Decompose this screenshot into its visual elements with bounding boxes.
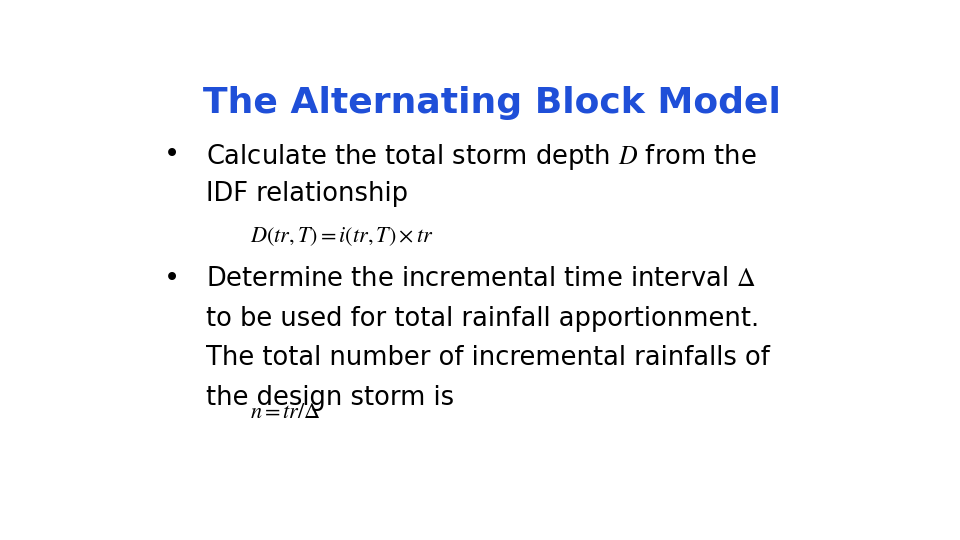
Text: •: • <box>163 141 180 168</box>
Text: Calculate the total storm depth $D$ from the: Calculate the total storm depth $D$ from… <box>205 141 756 172</box>
Text: $D(tr, T) = i(tr, T) \times tr$: $D(tr, T) = i(tr, T) \times tr$ <box>251 225 434 247</box>
Text: to be used for total rainfall apportionment.: to be used for total rainfall apportionm… <box>205 306 758 332</box>
Text: The total number of incremental rainfalls of: The total number of incremental rainfall… <box>205 346 769 372</box>
Text: •: • <box>163 266 180 293</box>
Text: IDF relationship: IDF relationship <box>205 181 408 207</box>
Text: the design storm is: the design storm is <box>205 385 454 411</box>
Text: $n = tr / \Delta$: $n = tr / \Delta$ <box>251 404 321 423</box>
Text: The Alternating Block Model: The Alternating Block Model <box>204 85 780 119</box>
Text: Determine the incremental time interval $\Delta$: Determine the incremental time interval … <box>205 266 756 293</box>
